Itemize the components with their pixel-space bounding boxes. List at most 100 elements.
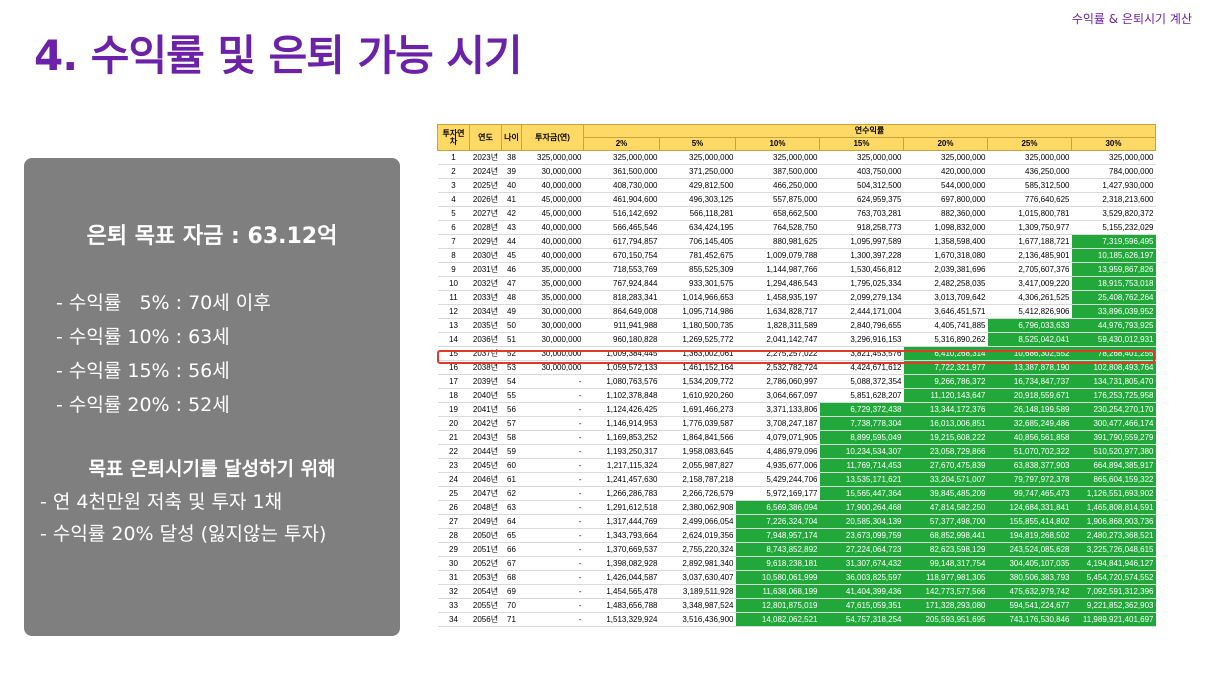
cell-invest: 45,000,000 <box>521 206 584 221</box>
cell-balance: 79,797,972,378 <box>987 472 1072 487</box>
cell-balance: 3,348,987,524 <box>659 598 736 613</box>
cell-balance: 54,757,318,254 <box>819 612 904 627</box>
cell-period: 21 <box>437 430 470 445</box>
cell-balance: 44,976,793,925 <box>1071 318 1156 333</box>
cell-balance: 2,318,213,600 <box>1071 192 1156 207</box>
cell-balance: 1,059,572,133 <box>583 360 660 375</box>
cell-balance: 57,377,498,700 <box>903 514 988 529</box>
cell-balance: 23,673,099,759 <box>819 528 904 543</box>
cell-invest: 40,000,000 <box>521 248 584 263</box>
cell-balance: 1,670,318,080 <box>903 248 988 263</box>
cell-balance: 63,838,377,903 <box>987 458 1072 473</box>
cell-balance: 911,941,988 <box>583 318 660 333</box>
cell-balance: 3,296,916,153 <box>819 332 904 347</box>
table-row: 19 2041년 56-1,124,426,425 1,691,466,273 3,37… <box>437 402 1156 417</box>
cell-balance: 566,465,546 <box>583 220 660 235</box>
cell-age: 63 <box>501 500 522 515</box>
cell-balance: 2,099,279,134 <box>819 290 904 305</box>
cell-balance: 2,266,726,579 <box>659 486 736 501</box>
cell-balance: 8,525,042,041 <box>987 332 1072 347</box>
table-row: 8 2030년 45 40,000,000 670,150,754 781,452,675… <box>437 248 1156 263</box>
table-row: 28 2050년 65-1,343,793,664 2,624,019,356 7,94… <box>437 528 1156 543</box>
cell-balance: 1,169,853,252 <box>583 430 660 445</box>
cell-balance: 466,250,000 <box>735 178 820 193</box>
cell-age: 66 <box>501 542 522 557</box>
cell-balance: 1,291,612,518 <box>583 500 660 515</box>
table-body: 1 2023년 38 325,000,000 325,000,000 325,000,00… <box>437 150 1156 627</box>
cell-balance: 776,640,625 <box>987 192 1072 207</box>
table-row: 3 2025년 40 40,000,000 408,730,000 429,812,500… <box>437 178 1156 193</box>
cell-balance: 1,343,793,664 <box>583 528 660 543</box>
cell-age: 44 <box>501 234 522 249</box>
cell-balance: 2,786,060,997 <box>735 374 820 389</box>
cell-balance: 2,041,142,747 <box>735 332 820 347</box>
cell-balance: 9,266,786,372 <box>903 374 988 389</box>
cell-age: 56 <box>501 402 522 417</box>
cell-age: 70 <box>501 598 522 613</box>
cell-balance: 566,118,281 <box>659 206 736 221</box>
cell-balance: 781,452,675 <box>659 248 736 263</box>
table-row: 6 2028년 43 40,000,000 566,465,546 634,424,195… <box>437 220 1156 235</box>
table-row: 25 2047년 62-1,266,286,783 2,266,726,579 5,97… <box>437 486 1156 501</box>
cell-balance: 4,306,261,525 <box>987 290 1072 305</box>
cell-period: 9 <box>437 262 470 277</box>
cell-invest: - <box>521 416 584 431</box>
cell-balance: 5,412,826,906 <box>987 304 1072 319</box>
cell-balance: 1,358,598,400 <box>903 234 988 249</box>
cell-balance: 1,677,188,721 <box>987 234 1072 249</box>
table-row: 33 2055년 70-1,483,656,788 3,348,987,524 12,8… <box>437 598 1156 613</box>
cell-balance: 18,915,753,018 <box>1071 276 1156 291</box>
cell-balance: 371,250,000 <box>659 164 736 179</box>
cell-balance: 634,424,195 <box>659 220 736 235</box>
cell-balance: 1,015,800,781 <box>987 206 1072 221</box>
header-rate: 5% <box>659 137 736 151</box>
cell-period: 24 <box>437 472 470 487</box>
cell-balance: 39,845,485,209 <box>903 486 988 501</box>
cell-balance: 7,226,324,704 <box>735 514 820 529</box>
cell-balance: 2,499,066,054 <box>659 514 736 529</box>
cell-year: 2024년 <box>469 164 502 179</box>
cell-balance: 1,095,997,589 <box>819 234 904 249</box>
cell-balance: 767,924,844 <box>583 276 660 291</box>
cell-period: 26 <box>437 500 470 515</box>
cell-invest: - <box>521 514 584 529</box>
cell-balance: 51,070,702,322 <box>987 444 1072 459</box>
table-row: 23 2045년 60-1,217,115,324 2,055,987,827 4,93… <box>437 458 1156 473</box>
cell-year: 2042년 <box>469 416 502 431</box>
cell-balance: 1,864,841,566 <box>659 430 736 445</box>
cell-balance: 1,513,329,924 <box>583 612 660 627</box>
cell-period: 33 <box>437 598 470 613</box>
cell-year: 2055년 <box>469 598 502 613</box>
cell-age: 48 <box>501 290 522 305</box>
cell-balance: 11,989,921,401,697 <box>1071 612 1156 627</box>
cell-balance: 10,234,534,307 <box>819 444 904 459</box>
cell-balance: 4,935,677,006 <box>735 458 820 473</box>
cell-period: 25 <box>437 486 470 501</box>
cell-year: 2054년 <box>469 584 502 599</box>
cell-balance: 1,634,828,717 <box>735 304 820 319</box>
table-row: 34 2056년 71-1,513,329,924 3,516,436,900 14,0… <box>437 612 1156 627</box>
cell-balance: 3,516,436,900 <box>659 612 736 627</box>
cell-age: 69 <box>501 584 522 599</box>
cell-age: 38 <box>501 150 522 165</box>
cell-year: 2048년 <box>469 500 502 515</box>
cell-balance: 2,480,273,368,521 <box>1071 528 1156 543</box>
cell-invest: 30,000,000 <box>521 318 584 333</box>
cell-balance: 4,079,071,905 <box>735 430 820 445</box>
cell-balance: 4,486,979,096 <box>735 444 820 459</box>
cell-year: 2050년 <box>469 528 502 543</box>
cell-age: 50 <box>501 318 522 333</box>
cell-year: 2047년 <box>469 486 502 501</box>
cell-balance: 2,380,062,908 <box>659 500 736 515</box>
cell-year: 2036년 <box>469 332 502 347</box>
cell-balance: 1,193,250,317 <box>583 444 660 459</box>
cell-period: 10 <box>437 276 470 291</box>
cell-balance: 205,593,951,695 <box>903 612 988 627</box>
cell-period: 3 <box>437 178 470 193</box>
cell-balance: 784,000,000 <box>1071 164 1156 179</box>
cell-balance: 743,176,530,846 <box>987 612 1072 627</box>
cell-age: 51 <box>501 332 522 347</box>
table-row: 22 2044년 59-1,193,250,317 1,958,083,645 4,48… <box>437 444 1156 459</box>
cell-age: 58 <box>501 430 522 445</box>
cell-balance: 10,686,302,552 <box>987 346 1072 361</box>
